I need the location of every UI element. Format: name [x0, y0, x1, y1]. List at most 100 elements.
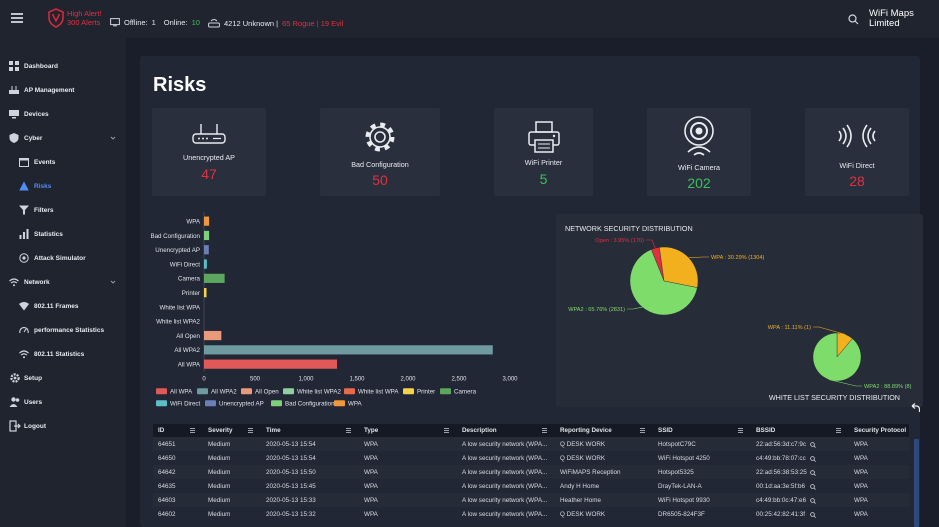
column-header[interactable]: BSSID [756, 427, 776, 434]
search-icon[interactable] [810, 456, 816, 462]
bar[interactable] [204, 273, 225, 283]
bar[interactable] [204, 345, 493, 355]
table-cell: 2020-05-13 15:32 [266, 510, 316, 518]
sidebar-item-risks[interactable]: Risks [0, 177, 126, 195]
bar[interactable] [204, 330, 222, 341]
sidebar-item-logout[interactable]: Logout [0, 417, 126, 435]
column-menu-icon[interactable] [542, 428, 547, 433]
table-scrollbar[interactable] [914, 439, 919, 527]
column-menu-icon[interactable] [444, 428, 449, 433]
column-header[interactable]: ID [158, 427, 165, 434]
sidebar-item-filters[interactable]: Filters [0, 201, 126, 219]
legend-label[interactable]: All WPA2 [211, 388, 237, 395]
bar[interactable] [204, 288, 207, 298]
bar[interactable] [204, 230, 210, 241]
legend-label[interactable]: WPA [348, 400, 363, 407]
legend-label[interactable]: White list WPA2 [297, 388, 341, 395]
legend-swatch[interactable] [156, 400, 167, 407]
legend-label[interactable]: All WPA [170, 388, 193, 395]
column-menu-icon[interactable] [640, 428, 645, 433]
bar[interactable] [204, 259, 207, 269]
legend-swatch[interactable] [440, 388, 451, 395]
card-value: 202 [687, 175, 711, 191]
card-unencrypted-ap[interactable]: Unencrypted AP 47 [152, 108, 266, 196]
table-row[interactable]: 64642 Medium 2020-05-13 15:50 WPA A low secu… [153, 465, 909, 479]
online-count: 10 [191, 18, 200, 27]
column-menu-icon[interactable] [738, 428, 743, 433]
table-row[interactable]: 64651 Medium 2020-05-13 15:54 WPA A low secu… [153, 437, 909, 451]
sidebar-item-devices[interactable]: Devices [0, 105, 126, 123]
legend-swatch[interactable] [241, 388, 252, 395]
table-row[interactable]: 64602 Medium 2020-05-13 15:32 WPA A low secu… [153, 507, 909, 521]
column-header[interactable]: Reporting Device [560, 427, 612, 434]
card-wifi-camera[interactable]: WiFi Camera 202 [647, 108, 751, 196]
pie-slice[interactable] [629, 249, 698, 316]
chevron-down-icon[interactable] [110, 279, 116, 285]
column-header[interactable]: SSID [658, 427, 673, 434]
alert-shield-icon[interactable] [47, 8, 65, 28]
column-header[interactable]: Severity [208, 427, 233, 434]
sidebar-item-802-11-frames[interactable]: 802.11 Frames [0, 297, 126, 315]
sidebar-item-events[interactable]: Events [0, 153, 126, 171]
sidebar-item-setup[interactable]: Setup [0, 369, 126, 387]
column-menu-icon[interactable] [190, 428, 195, 433]
legend-label[interactable]: Printer [417, 388, 435, 395]
card-wifi-printer[interactable]: WiFi Printer 5 [494, 108, 593, 196]
legend-swatch[interactable] [403, 388, 414, 395]
table-row[interactable]: 64650 Medium 2020-05-13 15:54 WPA A low secu… [153, 451, 909, 465]
column-header[interactable]: Time [266, 427, 281, 434]
card-bad-configuration[interactable]: Bad Configuration 50 [320, 108, 440, 196]
search-icon[interactable] [810, 484, 816, 490]
column-header[interactable]: Description [462, 427, 497, 434]
column-header[interactable]: Type [364, 427, 379, 434]
column-menu-icon[interactable] [248, 428, 253, 433]
legend-label[interactable]: WiFi Direct [170, 400, 201, 407]
table-row[interactable]: 64635 Medium 2020-05-13 15:45 WPA A low secu… [153, 479, 909, 493]
legend-swatch[interactable] [344, 388, 355, 395]
sidebar-item-performance-statistics[interactable]: performance Statistics [0, 321, 126, 339]
legend-swatch[interactable] [334, 400, 345, 407]
legend-swatch[interactable] [271, 400, 282, 407]
reset-icon[interactable] [910, 403, 920, 413]
sidebar-item-users[interactable]: Users [0, 393, 126, 411]
menu-icon[interactable] [11, 13, 23, 23]
organization-name[interactable]: WiFi Maps Limited [869, 9, 939, 29]
legend-swatch[interactable] [197, 388, 208, 395]
search-icon[interactable] [810, 470, 816, 476]
x-tick-label: 0 [202, 376, 206, 382]
pie-slice[interactable] [659, 246, 699, 288]
pie-slice[interactable] [812, 332, 862, 382]
sidebar-item-cyber[interactable]: Cyber [0, 129, 126, 147]
sidebar-item-dashboard[interactable]: Dashboard [0, 57, 126, 75]
sidebar-item-statistics[interactable]: Statistics [0, 225, 126, 243]
legend-label[interactable]: Unencrypted AP [219, 400, 264, 407]
column-menu-icon[interactable] [836, 428, 841, 433]
sidebar-item-802-11-statistics[interactable]: 802.11 Statistics [0, 345, 126, 363]
alert-title: High Alert! [67, 9, 102, 18]
bar[interactable] [204, 359, 338, 369]
search-icon[interactable] [810, 498, 816, 504]
search-icon[interactable] [848, 14, 859, 25]
bar[interactable] [204, 245, 209, 255]
legend-label[interactable]: Camera [454, 388, 477, 395]
chevron-down-icon[interactable] [110, 135, 116, 141]
sidebar-item-network[interactable]: Network [0, 273, 126, 291]
legend-label[interactable]: White list WPA [358, 388, 399, 395]
legend-swatch[interactable] [283, 388, 294, 395]
legend-swatch[interactable] [205, 400, 216, 407]
calendar-icon [19, 158, 29, 167]
sidebar-item-attack-simulator[interactable]: Attack Simulator [0, 249, 126, 267]
legend-label[interactable]: All Open [255, 388, 279, 395]
table-cell: 00:1d:aa:3e:5f:b6 [756, 482, 806, 490]
legend-label[interactable]: Bad Configuration [285, 400, 335, 407]
column-menu-icon[interactable] [346, 428, 351, 433]
alert-summary[interactable]: High Alert! 300 Alerts [67, 9, 102, 27]
table-row[interactable]: 64603 Medium 2020-05-13 15:33 WPA A low secu… [153, 493, 909, 507]
card-wifi-direct[interactable]: WiFi Direct 28 [805, 108, 909, 196]
bar[interactable] [204, 216, 210, 226]
column-header[interactable]: Security Protocol [854, 427, 907, 434]
legend-swatch[interactable] [156, 388, 167, 395]
sidebar-item-ap-management[interactable]: AP Management [0, 81, 126, 99]
search-icon[interactable] [810, 442, 816, 448]
search-icon[interactable] [810, 512, 816, 518]
